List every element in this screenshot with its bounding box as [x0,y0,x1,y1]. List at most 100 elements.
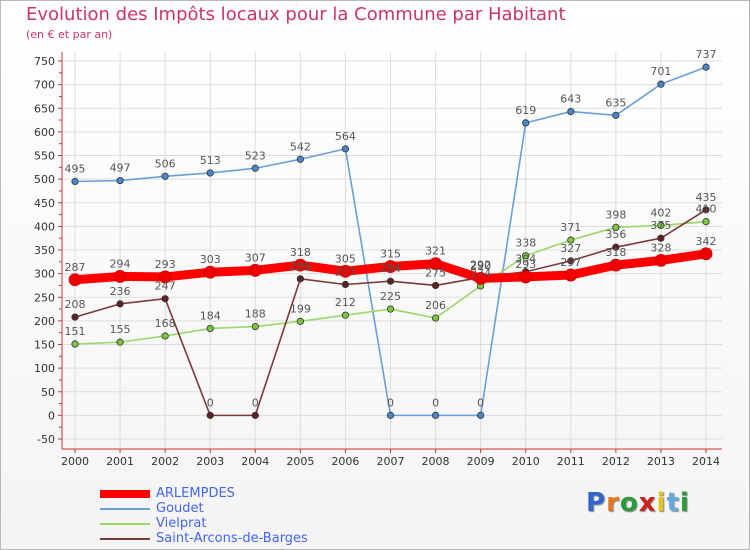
point-saint-arcons-de-barges [206,411,214,419]
point-saint-arcons-de-barges [431,281,440,290]
data-label-vielprat: 206 [425,299,446,312]
data-label-vielprat: 410 [696,203,717,216]
data-label-goudet: 701 [650,65,671,78]
point-arlempdes [564,268,578,282]
point-arlempdes [113,270,127,283]
legend-swatch-vielprat [100,523,150,525]
data-label-goudet: 513 [200,154,221,167]
point-goudet [657,80,665,88]
point-goudet [477,411,485,419]
point-saint-arcons-de-barges [702,206,710,214]
point-saint-arcons-de-barges [567,257,575,265]
point-goudet [206,169,214,177]
point-vielprat [612,223,620,231]
point-arlempdes [68,273,82,287]
x-tick-label: 2007 [377,455,405,468]
y-tick-label: 650 [34,102,55,115]
logo-letter: i [679,488,690,518]
y-tick-label: 750 [34,55,55,68]
point-saint-arcons-de-barges [296,275,304,283]
data-label-arlempdes: 305 [335,252,356,265]
point-vielprat [206,324,214,333]
point-arlempdes [429,257,442,271]
x-tick-label: 2005 [286,455,314,468]
legend: ARLEMPDES Goudet Vielprat Saint-Arcons-d… [100,486,420,546]
data-label-arlempdes: 297 [560,256,581,269]
data-label-goudet: 495 [65,162,86,175]
y-tick-label: 550 [34,150,55,163]
data-label-vielprat: 212 [335,296,356,309]
data-label-saint-arcons-de-barges: 277 [335,265,356,278]
data-label-goudet: 523 [245,149,266,162]
data-label-saint-arcons-de-barges: 327 [560,242,581,255]
x-tick-label: 2000 [61,455,89,468]
data-label-vielprat: 199 [290,302,311,315]
point-vielprat [341,311,350,319]
point-vielprat [567,236,575,244]
legend-swatch-saint-arcons-de-barges [100,538,150,540]
chart-title: Evolution des Impôts locaux pour la Comm… [26,4,566,25]
point-vielprat [431,314,440,322]
data-label-goudet: 737 [696,48,717,61]
point-arlempdes [654,253,668,267]
point-arlempdes [339,264,352,278]
legend-item-saint-arcons-de-barges[interactable]: Saint-Arcons-de-Barges [100,531,420,546]
data-label-goudet: 497 [110,162,131,175]
y-tick-label: 300 [34,268,55,281]
logo-letter: i [656,488,667,518]
point-goudet [296,155,304,163]
point-saint-arcons-de-barges [251,411,259,419]
point-goudet [161,172,169,180]
legend-item-vielprat[interactable]: Vielprat [100,516,420,531]
logo-letter: r [606,488,620,518]
data-labels: 495 497 506 513 523 542 564 0 0 0 619 643 635 701 737 1… [65,48,717,409]
point-vielprat [296,317,304,325]
data-label-arlempdes: 290 [470,259,491,272]
point-vielprat [702,218,710,226]
legend-item-goudet[interactable]: Goudet [100,501,420,516]
x-tick-label: 2002 [151,455,179,468]
y-tick-label: 700 [34,79,55,92]
point-goudet [341,145,350,153]
point-arlempdes [384,260,397,273]
point-goudet [522,119,530,127]
point-arlempdes [609,258,623,272]
point-saint-arcons-de-barges [71,313,79,321]
data-label-saint-arcons-de-barges: 289 [290,260,311,273]
data-label-goudet: 0 [477,396,484,409]
point-saint-arcons-de-barges [116,300,124,308]
data-label-goudet: 643 [560,93,581,106]
point-arlempdes [699,247,713,261]
data-label-saint-arcons-de-barges: 375 [650,219,671,232]
legend-label-vielprat: Vielprat [156,516,207,531]
logo-letter: P [586,488,607,518]
point-goudet [567,107,575,116]
legend-item-arlempdes[interactable]: ARLEMPDES [100,486,420,501]
data-label-vielprat: 398 [605,208,626,221]
point-vielprat [657,221,665,230]
point-saint-arcons-de-barges [161,295,169,303]
point-goudet [702,63,710,71]
point-goudet [116,176,124,185]
y-tick-label: 150 [34,339,55,352]
x-tick-label: 2014 [692,455,720,468]
point-vielprat [522,252,530,260]
y-tick-label: 500 [34,173,55,186]
point-goudet [386,411,395,419]
proxiti-logo[interactable]: Proxiti [586,488,690,518]
data-label-arlempdes: 287 [65,261,86,274]
legend-label-goudet: Goudet [156,501,204,516]
x-tick-label: 2011 [557,455,585,468]
point-vielprat [251,322,259,331]
y-tick-label: 350 [34,244,55,257]
x-tick-label: 2006 [331,455,359,468]
y-tick-label: 450 [34,197,55,210]
data-label-vielprat: 274 [470,267,491,280]
data-label-arlempdes: 315 [380,248,401,261]
x-tick-label: 2008 [422,455,450,468]
point-vielprat [116,338,124,346]
x-tick-label: 2009 [467,455,495,468]
data-label-vielprat: 168 [155,317,176,330]
y-tick-label: 250 [34,291,55,304]
